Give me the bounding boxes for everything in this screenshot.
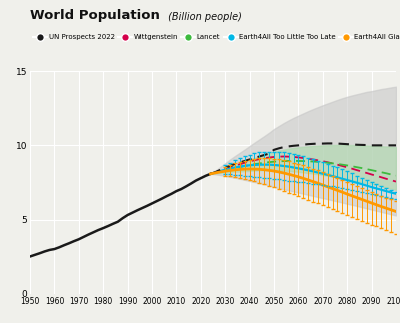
- Text: World Population: World Population: [30, 9, 160, 22]
- Text: (Billion people): (Billion people): [166, 12, 242, 22]
- Legend: UN Prospects 2022, Wittgenstein, Lancet, Earth4All Too Little Too Late, Earth4Al: UN Prospects 2022, Wittgenstein, Lancet,…: [34, 35, 400, 40]
